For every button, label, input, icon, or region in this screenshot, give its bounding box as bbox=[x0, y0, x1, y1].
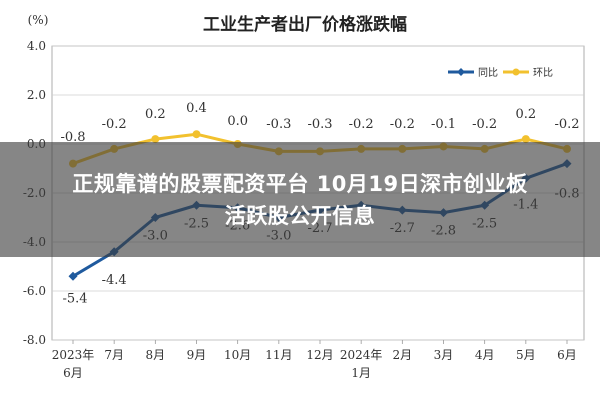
data-label-mom: -0.8 bbox=[60, 130, 85, 145]
data-point-mom bbox=[151, 135, 160, 144]
x-tick-label: 2024年 1月 bbox=[340, 348, 383, 380]
x-tick-label-line: 9月 bbox=[187, 348, 207, 362]
data-label-yoy: -4.4 bbox=[102, 273, 127, 288]
x-axis-ticks: 2023年 6月 7月 8月 9月 10月 11月 12月 2024年 1月 2月 3月 4月 5月 6月 bbox=[52, 340, 577, 380]
x-tick-label: 2月 bbox=[393, 348, 413, 362]
x-tick-label-line: 4月 bbox=[475, 348, 495, 362]
x-tick-label: 8月 bbox=[146, 348, 166, 362]
y-tick-label: 2.0 bbox=[27, 88, 46, 102]
data-label-mom: 0.2 bbox=[515, 107, 536, 122]
x-tick-label-line: 11月 bbox=[265, 348, 292, 362]
x-tick-label: 7月 bbox=[104, 348, 124, 362]
x-tick-label-line: 2024年 bbox=[340, 348, 383, 362]
x-tick-label: 9月 bbox=[187, 348, 207, 362]
x-tick-label: 5月 bbox=[516, 348, 536, 362]
x-tick-label: 4月 bbox=[475, 348, 495, 362]
y-tick-label: -6.0 bbox=[23, 284, 46, 298]
legend-label: 同比 bbox=[478, 67, 498, 79]
data-label-mom: -0.2 bbox=[102, 117, 127, 132]
legend: 同比 环比 bbox=[448, 67, 553, 79]
x-tick-label-line: 10月 bbox=[224, 348, 251, 362]
data-label-mom: -0.2 bbox=[349, 117, 374, 132]
x-tick-label-line: 2月 bbox=[393, 348, 413, 362]
data-label-mom: -0.2 bbox=[554, 117, 579, 132]
x-tick-label: 10月 bbox=[224, 348, 251, 362]
x-tick-label-line: 7月 bbox=[104, 348, 124, 362]
data-label-mom: -0.3 bbox=[266, 117, 291, 132]
data-label-mom: -0.2 bbox=[390, 117, 415, 132]
x-tick-label-line: 12月 bbox=[306, 348, 333, 362]
legend-label: 环比 bbox=[533, 67, 553, 79]
data-label-mom: 0.0 bbox=[227, 114, 248, 129]
y-tick-label: 4.0 bbox=[27, 39, 46, 53]
x-tick-label-line: 5月 bbox=[516, 348, 536, 362]
x-tick-label: 2023年 6月 bbox=[52, 348, 95, 380]
x-tick-label-line: 2023年 bbox=[52, 348, 95, 362]
x-tick-label: 11月 bbox=[265, 348, 292, 362]
y-tick-label: -8.0 bbox=[23, 333, 46, 347]
x-tick-label: 3月 bbox=[434, 348, 454, 362]
data-label-mom: -0.1 bbox=[431, 117, 456, 132]
x-tick-label: 12月 bbox=[306, 348, 333, 362]
data-point-mom bbox=[521, 135, 530, 144]
legend-swatch-marker bbox=[512, 68, 520, 76]
x-tick-label-line: 6月 bbox=[63, 366, 83, 380]
data-label-mom: 0.2 bbox=[145, 107, 166, 122]
data-point-yoy bbox=[68, 271, 78, 281]
x-tick-label-line: 8月 bbox=[146, 348, 166, 362]
overlay-text-line-1: 正规靠谱的股票配资平台 10月19日深市创业板 bbox=[72, 171, 528, 196]
data-label-mom: -0.3 bbox=[307, 117, 332, 132]
overlay-banner: 正规靠谱的股票配资平台 10月19日深市创业板 活跃股公开信息 bbox=[0, 142, 600, 257]
x-tick-label: 6月 bbox=[557, 348, 577, 362]
chart-title: 工业生产者出厂价格涨跌幅 bbox=[203, 14, 407, 35]
x-tick-label-line: 3月 bbox=[434, 348, 454, 362]
data-point-mom bbox=[192, 130, 201, 139]
data-label-mom: 0.4 bbox=[186, 101, 207, 116]
x-tick-label-line: 6月 bbox=[557, 348, 577, 362]
x-tick-label-line: 1月 bbox=[351, 366, 371, 380]
overlay-text-line-2: 活跃股公开信息 bbox=[224, 203, 376, 228]
data-label-yoy: -5.4 bbox=[62, 291, 87, 306]
data-label-mom: -0.2 bbox=[472, 117, 497, 132]
y-axis-unit: (%) bbox=[28, 13, 49, 27]
legend-swatch-marker bbox=[457, 68, 465, 76]
